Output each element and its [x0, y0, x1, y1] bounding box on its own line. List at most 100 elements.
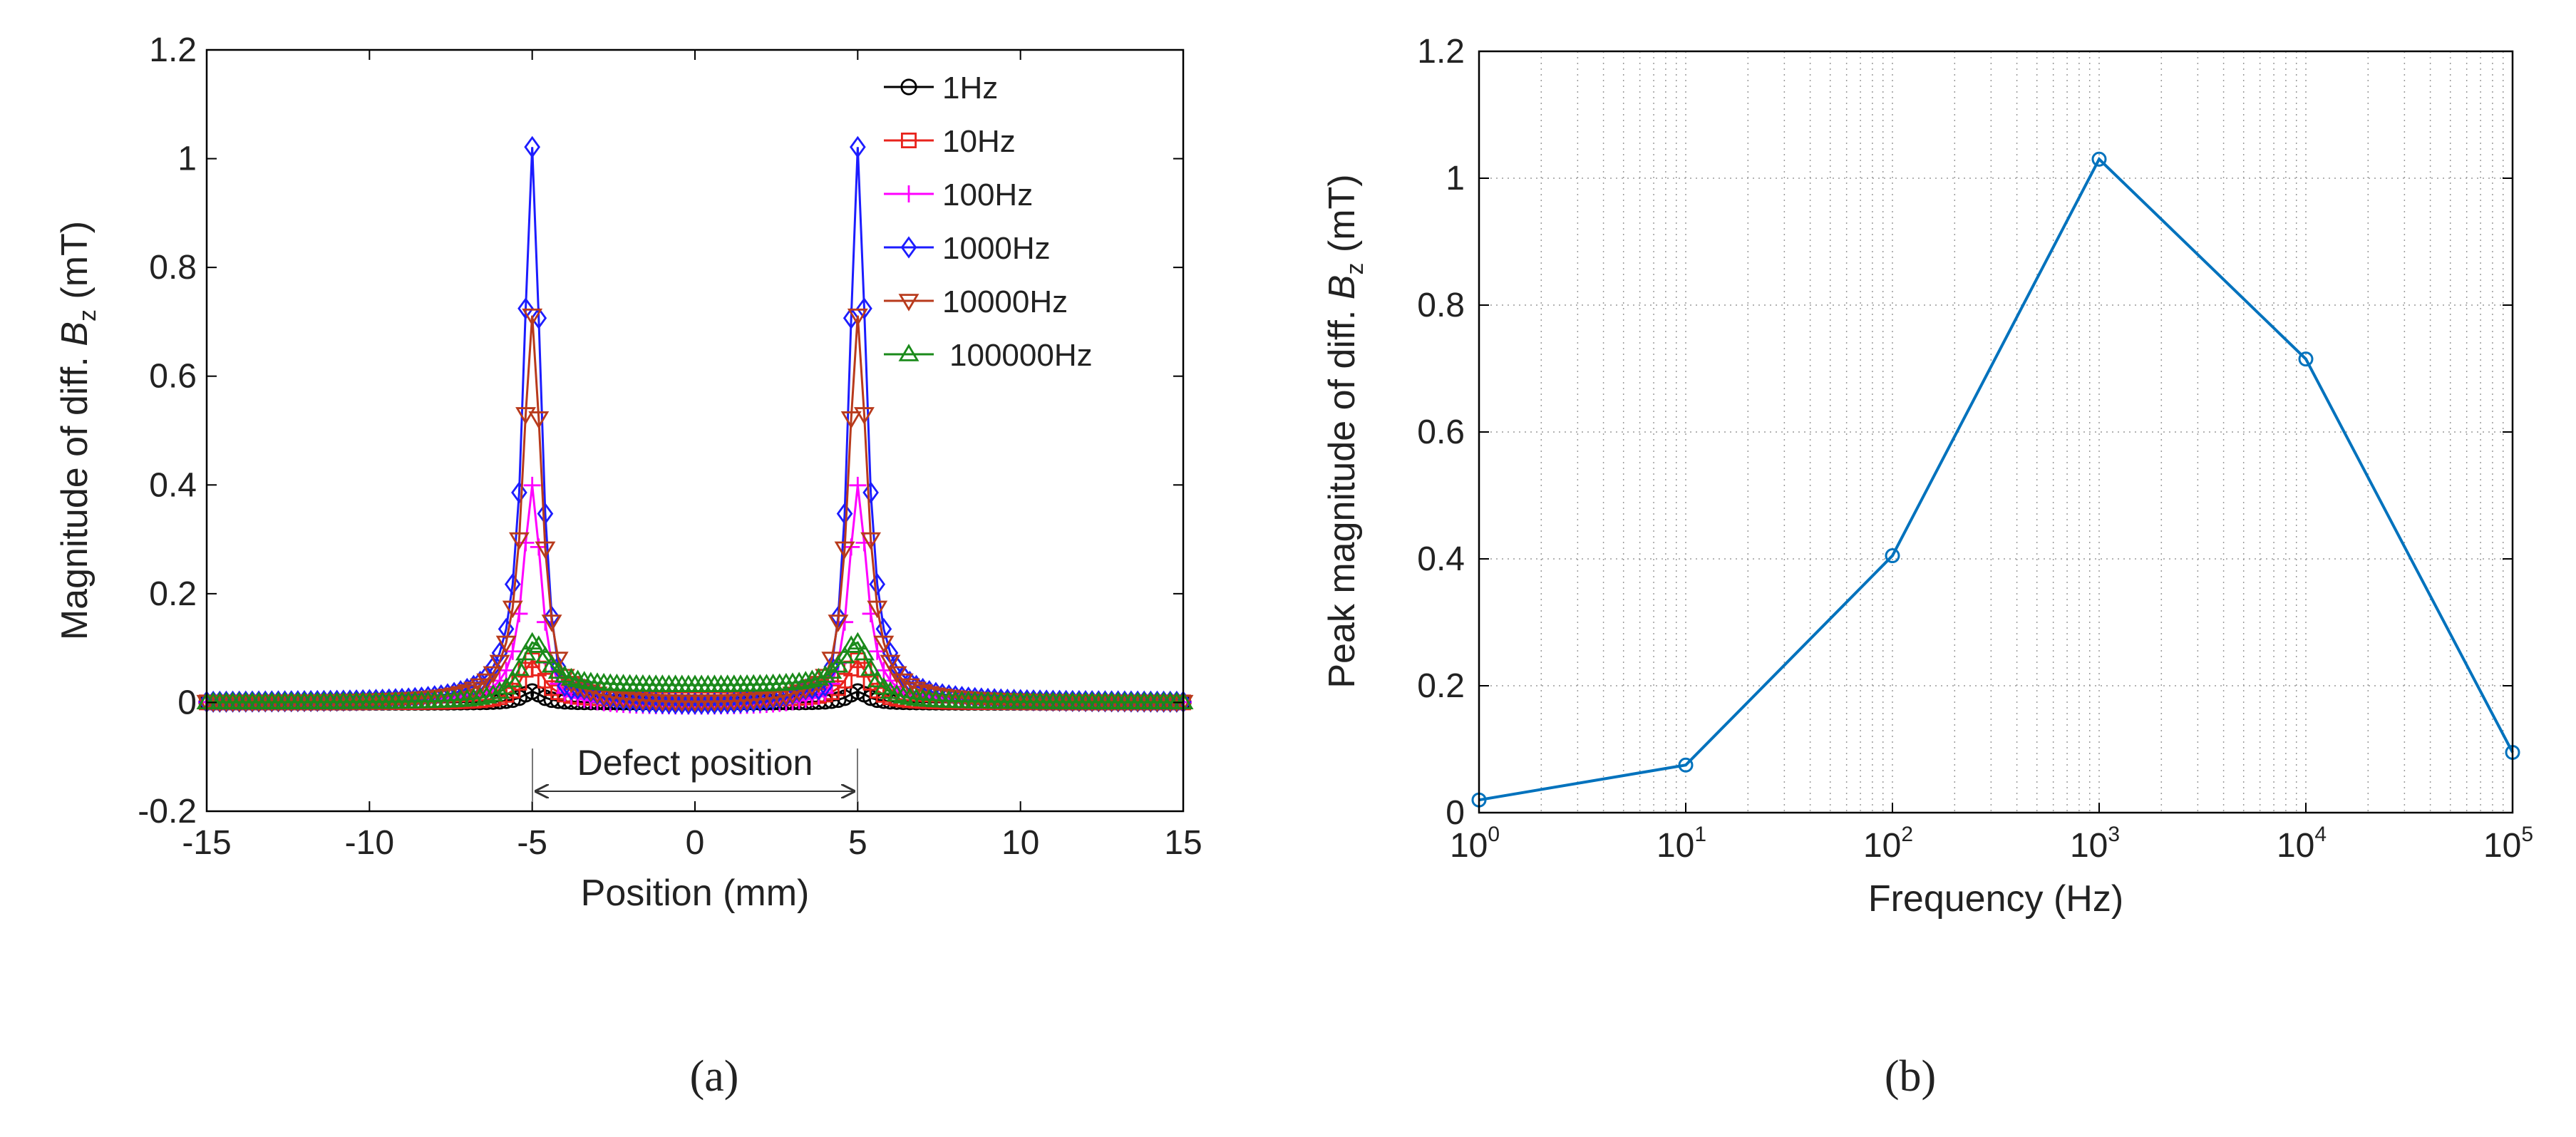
chart-a-point-1000Hz — [862, 481, 879, 504]
chart-a-point-10000Hz — [535, 541, 556, 560]
chart-b-xtick-base: 10 — [2070, 827, 2108, 865]
chart-a-ylabel: Magnitude of diff. Bz (mT) — [54, 221, 101, 640]
chart-a-ytick-label: 0.4 — [149, 466, 197, 504]
chart-a-xtick-label: 10 — [1001, 824, 1039, 862]
chart-b-xtick-exponent: 1 — [1694, 823, 1706, 846]
chart-a-point-1000Hz — [765, 688, 781, 711]
chart-b-xtick-label: 102 — [1863, 823, 1913, 865]
chart-b-xtick-exponent: 3 — [2108, 823, 2120, 846]
chart-b-xtick-base: 10 — [2483, 827, 2521, 865]
chart-a-point-1000Hz — [641, 691, 658, 714]
chart-a-xtick-label: 0 — [686, 824, 705, 862]
chart-a-point-10000Hz — [834, 541, 855, 560]
chart-a-legend: 1Hz 10Hz 100Hz 1000Hz 10000Hz 100000Hz — [884, 71, 1093, 373]
chart-b-point — [1885, 548, 1900, 564]
chart-a-point-100000Hz — [541, 654, 562, 673]
chart-a-point-1000Hz — [524, 135, 540, 158]
chart-a-point-100000Hz — [847, 632, 868, 650]
chart-a-series-100Hz — [198, 476, 1192, 715]
chart-a-point-100000Hz — [854, 642, 875, 661]
chart-a-point-100000Hz — [567, 669, 589, 687]
chart-a-point-1000Hz — [817, 674, 834, 697]
chart-b-series — [1471, 151, 2520, 808]
chart-a-point-10000Hz — [515, 407, 536, 425]
chart-b-ytick-label: 1.2 — [1417, 33, 1465, 71]
chart-b-xtick-exponent: 4 — [2314, 823, 2327, 846]
chart-b-xlabel: Frequency (Hz) — [1868, 878, 2123, 920]
chart-a-point-10000Hz — [476, 673, 498, 691]
chart-b-caption: (b) — [1885, 1052, 1936, 1101]
chart-a-point-1000Hz — [732, 691, 749, 714]
chart-a-point-100Hz — [523, 476, 541, 494]
chart-a-point-10000Hz — [763, 691, 784, 709]
chart-b-grid — [1478, 51, 2513, 813]
chart-b-xtick-label: 105 — [2483, 823, 2533, 865]
chart-a-point-100000Hz — [840, 635, 862, 653]
chart-a-point-1000Hz — [530, 307, 547, 329]
chart-a-ytick-label: -0.2 — [138, 793, 197, 830]
legend-label-1000Hz: 1000Hz — [942, 231, 1051, 266]
legend-label-1Hz: 1Hz — [942, 71, 998, 106]
chart-b-line — [1478, 157, 2514, 802]
defect-position-annotation: Defect position — [532, 743, 858, 802]
chart-a-point-1000Hz — [634, 691, 651, 714]
legend-label-10Hz: 10Hz — [942, 124, 1016, 159]
chart-a-point-10000Hz — [495, 635, 517, 654]
chart-b-xtick-exponent: 2 — [1901, 823, 1913, 846]
chart-a-point-100000Hz — [828, 654, 849, 673]
chart-a-point-1000Hz — [823, 655, 840, 678]
chart-a-point-1000Hz — [622, 689, 638, 712]
chart-b-ytick-label: 1 — [1446, 160, 1465, 197]
chart-b-point — [2298, 351, 2314, 367]
chart-b-xtick-base: 10 — [1657, 827, 1694, 865]
chart-a-point-1000Hz — [849, 135, 866, 158]
chart-a-caption: (a) — [690, 1052, 739, 1101]
chart-b-xtick-label: 100 — [1450, 823, 1500, 865]
chart-a-point-100000Hz — [502, 669, 523, 688]
chart-a-ytick-label: 0 — [177, 684, 197, 721]
chart-a-point-1000Hz — [836, 503, 853, 525]
chart-a-point-100000Hz — [535, 646, 556, 664]
chart-a-point-10000Hz — [828, 614, 849, 632]
chart-b-xtick-label: 101 — [1657, 823, 1706, 865]
chart-b-xtick-label: 103 — [2070, 823, 2120, 865]
chart-a-point-10000Hz — [840, 411, 862, 429]
chart-a-ytick-label: 0.6 — [149, 358, 197, 396]
chart-a-point-10000Hz — [502, 600, 523, 619]
legend-marker-100Hz — [900, 185, 917, 202]
chart-a-point-1000Hz — [745, 690, 762, 713]
chart-a-ylabel-var: B — [54, 321, 96, 346]
chart-a-point-1000Hz — [537, 503, 554, 525]
chart-a-point-1000Hz — [751, 689, 768, 712]
chart-a-point-100000Hz — [476, 686, 498, 704]
chart-a-point-10000Hz — [847, 308, 868, 326]
chart-a-point-10000Hz — [854, 407, 875, 425]
chart-a-point-10000Hz — [892, 673, 914, 691]
chart-b-ylabel: Peak magnitude of diff. Bz (mT) — [1322, 174, 1369, 688]
chart-b-xtick-base: 10 — [1863, 827, 1901, 865]
chart-b-ytick-label: 0 — [1446, 794, 1465, 832]
chart-a-point-1000Hz — [758, 689, 775, 711]
chart-a-point-10000Hz — [489, 654, 510, 673]
chart-b-point — [2091, 151, 2107, 167]
chart-a-point-10000Hz — [867, 600, 888, 619]
legend-marker-1Hz — [900, 78, 917, 96]
legend-marker-1000Hz — [900, 236, 917, 259]
chart-a-point-1000Hz — [738, 691, 756, 714]
chart-a-xtick-label: 15 — [1164, 824, 1202, 862]
chart-b-ylabel-sub: z — [1341, 263, 1369, 275]
chart-a-point-1000Hz — [869, 573, 886, 596]
legend-marker-10Hz — [901, 132, 917, 148]
chart-a-point-100000Hz — [867, 669, 888, 688]
chart-a-ytick-label: 1 — [177, 140, 197, 178]
chart-a-point-100000Hz — [801, 669, 823, 687]
chart-a-ylabel-prefix: Magnitude of diff. — [54, 346, 96, 640]
chart-b-xtick-exponent: 0 — [1488, 823, 1500, 846]
chart-b-ylabel-var: B — [1322, 275, 1363, 300]
chart-a-point-10000Hz — [528, 411, 550, 429]
chart-a-point-100000Hz — [470, 687, 491, 705]
chart-b-xtick-exponent: 5 — [2521, 823, 2533, 846]
chart-a-series-1000Hz — [198, 135, 1192, 715]
chart-a-xtick-label: 5 — [848, 824, 867, 862]
